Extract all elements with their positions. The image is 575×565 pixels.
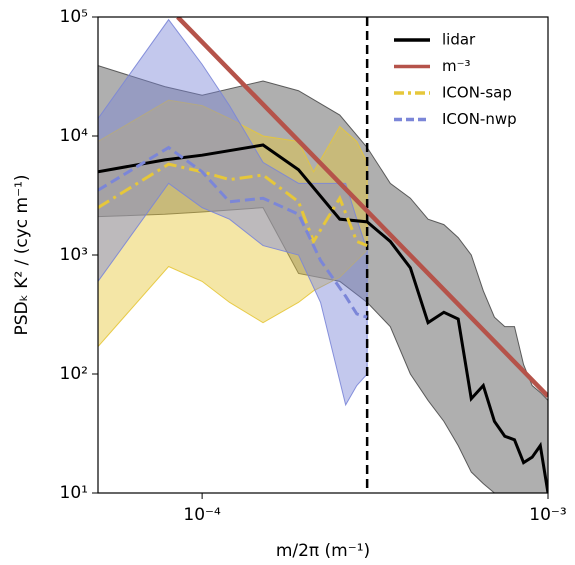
- x-tick-label: 10⁻³: [529, 505, 566, 525]
- y-axis-label: PSDₖ K² / (cyc m⁻¹): [12, 174, 32, 335]
- legend-box: [383, 24, 541, 136]
- y-tick-label: 10¹: [60, 483, 88, 503]
- legend-label: ICON-sap: [442, 84, 512, 102]
- series-line: [98, 162, 368, 247]
- legend-label: m⁻³: [442, 57, 471, 75]
- series-line: [176, 17, 548, 398]
- legend: lidar m⁻³ ICON-sap ICON-nwp: [383, 24, 541, 136]
- y-tick-label: 10²: [60, 364, 88, 384]
- y-tick-label: 10³: [60, 245, 88, 265]
- y-tick-label: 10⁵: [60, 7, 88, 27]
- legend-label: lidar: [442, 31, 476, 49]
- series-line: [98, 145, 368, 319]
- x-tick-label: 10⁻⁴: [183, 505, 221, 525]
- legend-label: ICON-nwp: [442, 110, 517, 128]
- series-line: [98, 143, 548, 493]
- x-axis-label: m/2π (m⁻¹): [276, 541, 370, 561]
- y-tick-label: 10⁴: [60, 126, 89, 146]
- band: [98, 18, 368, 407]
- plot-area: [98, 17, 548, 493]
